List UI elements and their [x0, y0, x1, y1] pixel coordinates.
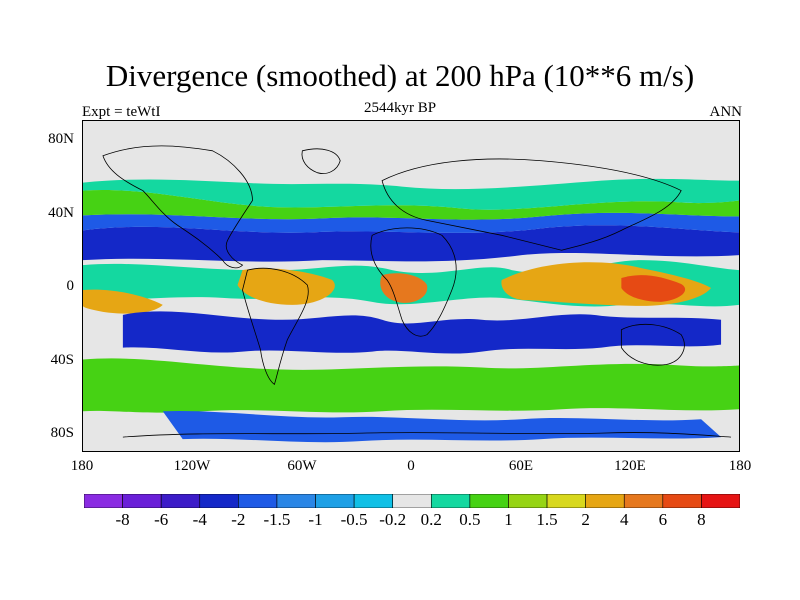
colorbar-label: 4	[619, 510, 629, 529]
x-tick-180e: 180	[728, 458, 752, 474]
colorbar-swatch	[392, 494, 432, 508]
colorbar-label: 1	[504, 510, 513, 529]
colorbar-swatch	[84, 494, 123, 508]
colorbar-swatch	[662, 494, 702, 508]
y-tick-40s: 40S	[50, 352, 74, 368]
colorbar-label: 0.2	[420, 510, 442, 529]
colorbar-label: -2	[231, 510, 246, 529]
africa-coast	[370, 227, 457, 337]
south-america-coast	[242, 267, 309, 386]
itcz-max-maritime	[621, 275, 686, 302]
colorbar-label: -4	[192, 510, 207, 529]
colorbar-label: 8	[697, 510, 706, 529]
colorbar-swatch	[469, 494, 509, 508]
y-tick-80n: 80N	[48, 131, 74, 147]
colorbar-swatch	[276, 494, 316, 508]
colorbar-swatch	[623, 494, 664, 508]
coastlines	[102, 145, 732, 438]
antarctic-convergence	[162, 410, 722, 443]
x-tick-60w: 60W	[287, 458, 317, 474]
nh-divergence-band	[83, 189, 739, 220]
colorbar-label: 6	[658, 510, 668, 529]
colorbar-swatch	[160, 494, 201, 508]
north-america-coast	[102, 145, 253, 269]
plot-title: Divergence (smoothed) at 200 hPa (10**6 …	[105, 58, 695, 93]
y-tick-0: 0	[66, 278, 75, 294]
australia-coast	[620, 323, 685, 366]
colorbar-label: 0.5	[459, 510, 481, 529]
nh-weak-divergence	[83, 178, 739, 210]
colorbar-label: -8	[115, 510, 130, 529]
divergence-map	[82, 120, 740, 452]
colorbar-swatch	[238, 494, 278, 508]
x-tick-0: 0	[407, 458, 415, 474]
time-label: 2544kyr BP	[363, 100, 437, 116]
season-label: ANN	[709, 104, 743, 120]
colorbar-swatch	[585, 494, 625, 508]
colorbar-label: -0.2	[379, 510, 407, 529]
x-tick-180w: 180	[70, 458, 94, 474]
itcz-strong-amazon	[237, 268, 335, 305]
colorbar-swatch	[701, 494, 740, 508]
colorbar-swatch	[353, 494, 394, 508]
y-tick-40n: 40N	[48, 205, 74, 221]
colorbar-swatch	[508, 494, 548, 508]
experiment-label: Expt = teWtI	[82, 104, 161, 120]
nh-convergence-edge	[83, 212, 739, 233]
colorbar-swatch	[315, 494, 355, 508]
sh-convergence-band	[122, 311, 722, 354]
colorbar-swatch	[199, 494, 239, 508]
colorbar-label: 2	[581, 510, 590, 529]
antarctica-coast	[122, 432, 732, 438]
colorbar-label: 1.5	[536, 510, 558, 529]
colorbar-label: -0.5	[340, 510, 368, 529]
colorbar-swatch	[430, 494, 471, 508]
itcz-east-pacific	[83, 289, 163, 314]
sh-divergence-band	[83, 358, 739, 413]
nh-convergence-band	[83, 225, 739, 262]
x-tick-120w: 120W	[173, 458, 211, 474]
colorbar-label: -1	[308, 510, 323, 529]
colorbar	[84, 494, 740, 508]
colorbar-label: -6	[154, 510, 169, 529]
y-tick-80s: 80S	[50, 425, 74, 441]
x-tick-120e: 120E	[614, 458, 646, 474]
colorbar-label: -1.5	[263, 510, 291, 529]
eurasia-coast	[381, 158, 682, 251]
colorbar-swatch	[122, 494, 162, 508]
colorbar-swatch	[546, 494, 586, 508]
greenland-coast	[301, 148, 341, 174]
x-tick-60e: 60E	[508, 458, 534, 474]
itcz-strong-africa	[380, 273, 428, 303]
